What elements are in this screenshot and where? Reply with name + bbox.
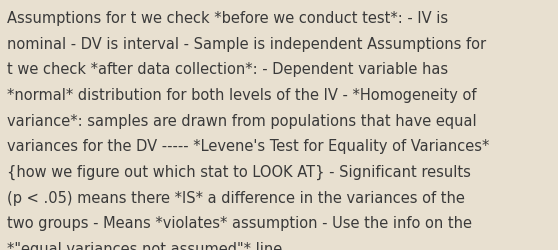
Text: Assumptions for t we check *before we conduct test*: - IV is: Assumptions for t we check *before we co… <box>7 11 449 26</box>
Text: two groups - Means *violates* assumption - Use the info on the: two groups - Means *violates* assumption… <box>7 215 472 230</box>
Text: {how we figure out which stat to LOOK AT} - Significant results: {how we figure out which stat to LOOK AT… <box>7 164 471 180</box>
Text: *normal* distribution for both levels of the IV - *Homogeneity of: *normal* distribution for both levels of… <box>7 88 477 103</box>
Text: variances for the DV ----- *Levene's Test for Equality of Variances*: variances for the DV ----- *Levene's Tes… <box>7 139 489 154</box>
Text: *"equal variances not assumed"* line: *"equal variances not assumed"* line <box>7 241 282 250</box>
Text: nominal - DV is interval - Sample is independent Assumptions for: nominal - DV is interval - Sample is ind… <box>7 37 487 52</box>
Text: (p < .05) means there *IS* a difference in the variances of the: (p < .05) means there *IS* a difference … <box>7 190 465 205</box>
Text: t we check *after data collection*: - Dependent variable has: t we check *after data collection*: - De… <box>7 62 449 77</box>
Text: variance*: samples are drawn from populations that have equal: variance*: samples are drawn from popula… <box>7 113 477 128</box>
